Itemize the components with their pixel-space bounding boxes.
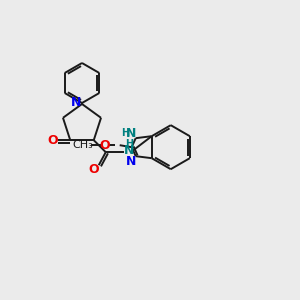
Text: N: N <box>125 127 136 140</box>
Text: N: N <box>125 155 136 168</box>
Text: N: N <box>71 97 81 110</box>
Text: N: N <box>124 144 134 157</box>
Text: O: O <box>88 163 99 176</box>
Text: H: H <box>125 139 133 149</box>
Text: O: O <box>99 139 110 152</box>
Text: CH₃: CH₃ <box>72 140 93 150</box>
Text: H: H <box>121 128 129 138</box>
Text: O: O <box>47 134 58 147</box>
